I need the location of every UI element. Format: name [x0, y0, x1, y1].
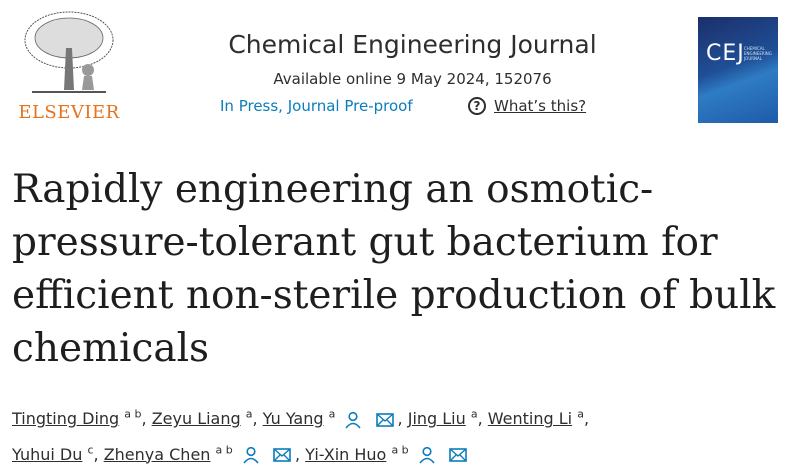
person-icon[interactable] — [344, 411, 362, 429]
person-icon[interactable] — [242, 446, 260, 464]
affiliation-marker[interactable]: a — [577, 408, 584, 421]
author-link[interactable]: Jing Liu a — [407, 408, 478, 429]
available-online: Available online 9 May 2024, 152076 — [273, 70, 552, 88]
author-link[interactable]: Yu Yang a — [262, 408, 336, 429]
affiliation-marker[interactable]: c — [87, 443, 94, 457]
author-name[interactable]: Yu Yang — [262, 409, 324, 429]
email-icon[interactable] — [375, 412, 394, 428]
person-icon[interactable] — [418, 446, 436, 464]
in-press-status[interactable]: In Press, Journal Pre-proof — [220, 97, 413, 115]
author-name[interactable]: Yi-Xin Huo — [305, 444, 387, 464]
cover-logo: CEJ — [706, 41, 745, 66]
author-link[interactable]: Yuhui Du c — [12, 443, 94, 464]
journal-cover[interactable]: CEJ CHEMICAL ENGINEERING JOURNAL — [698, 17, 778, 123]
author-link[interactable]: Zeyu Liang a — [151, 408, 253, 429]
journal-title[interactable]: Chemical Engineering Journal — [228, 30, 597, 59]
author-link[interactable]: Wenting Li a — [487, 408, 584, 429]
affiliation-marker[interactable]: a — [470, 408, 478, 421]
email-icon[interactable] — [449, 447, 467, 463]
author-link[interactable]: Yi-Xin Huo a b — [305, 443, 409, 464]
elsevier-wordmark: ELSEVIER — [18, 102, 120, 123]
author-name[interactable]: Zhenya Chen — [103, 444, 211, 464]
affiliation-marker[interactable]: a — [245, 408, 253, 421]
elsevier-logo[interactable]: ELSEVIER — [10, 8, 128, 128]
author-name[interactable]: Jing Liu — [407, 409, 466, 429]
elsevier-tree-icon — [24, 11, 114, 93]
whats-this-link[interactable]: ? What’s this? — [468, 97, 586, 115]
cover-subtitle: CHEMICAL ENGINEERING JOURNAL — [744, 46, 772, 61]
affiliation-marker[interactable]: a b — [215, 443, 233, 457]
author-name[interactable]: Wenting Li — [487, 409, 573, 429]
email-icon[interactable] — [273, 447, 291, 463]
question-icon: ? — [468, 97, 486, 115]
author-list: Tingting Ding a b, Zeyu Liang a, Yu Yang… — [12, 408, 590, 464]
author-name[interactable]: Zeyu Liang — [151, 409, 241, 429]
article-title: Rapidly engineering an osmotic-pressure-… — [12, 167, 776, 371]
affiliation-marker[interactable]: a b — [124, 408, 142, 421]
author-link[interactable]: Zhenya Chen a b — [103, 443, 233, 464]
author-name[interactable]: Yuhui Du — [12, 444, 83, 464]
whats-this-label: What’s this? — [494, 97, 587, 115]
author-name[interactable]: Tingting Ding — [12, 409, 120, 429]
affiliation-marker[interactable]: a b — [391, 443, 409, 457]
author-link[interactable]: Tingting Ding a b — [12, 408, 142, 429]
affiliation-marker[interactable]: a — [328, 408, 336, 421]
